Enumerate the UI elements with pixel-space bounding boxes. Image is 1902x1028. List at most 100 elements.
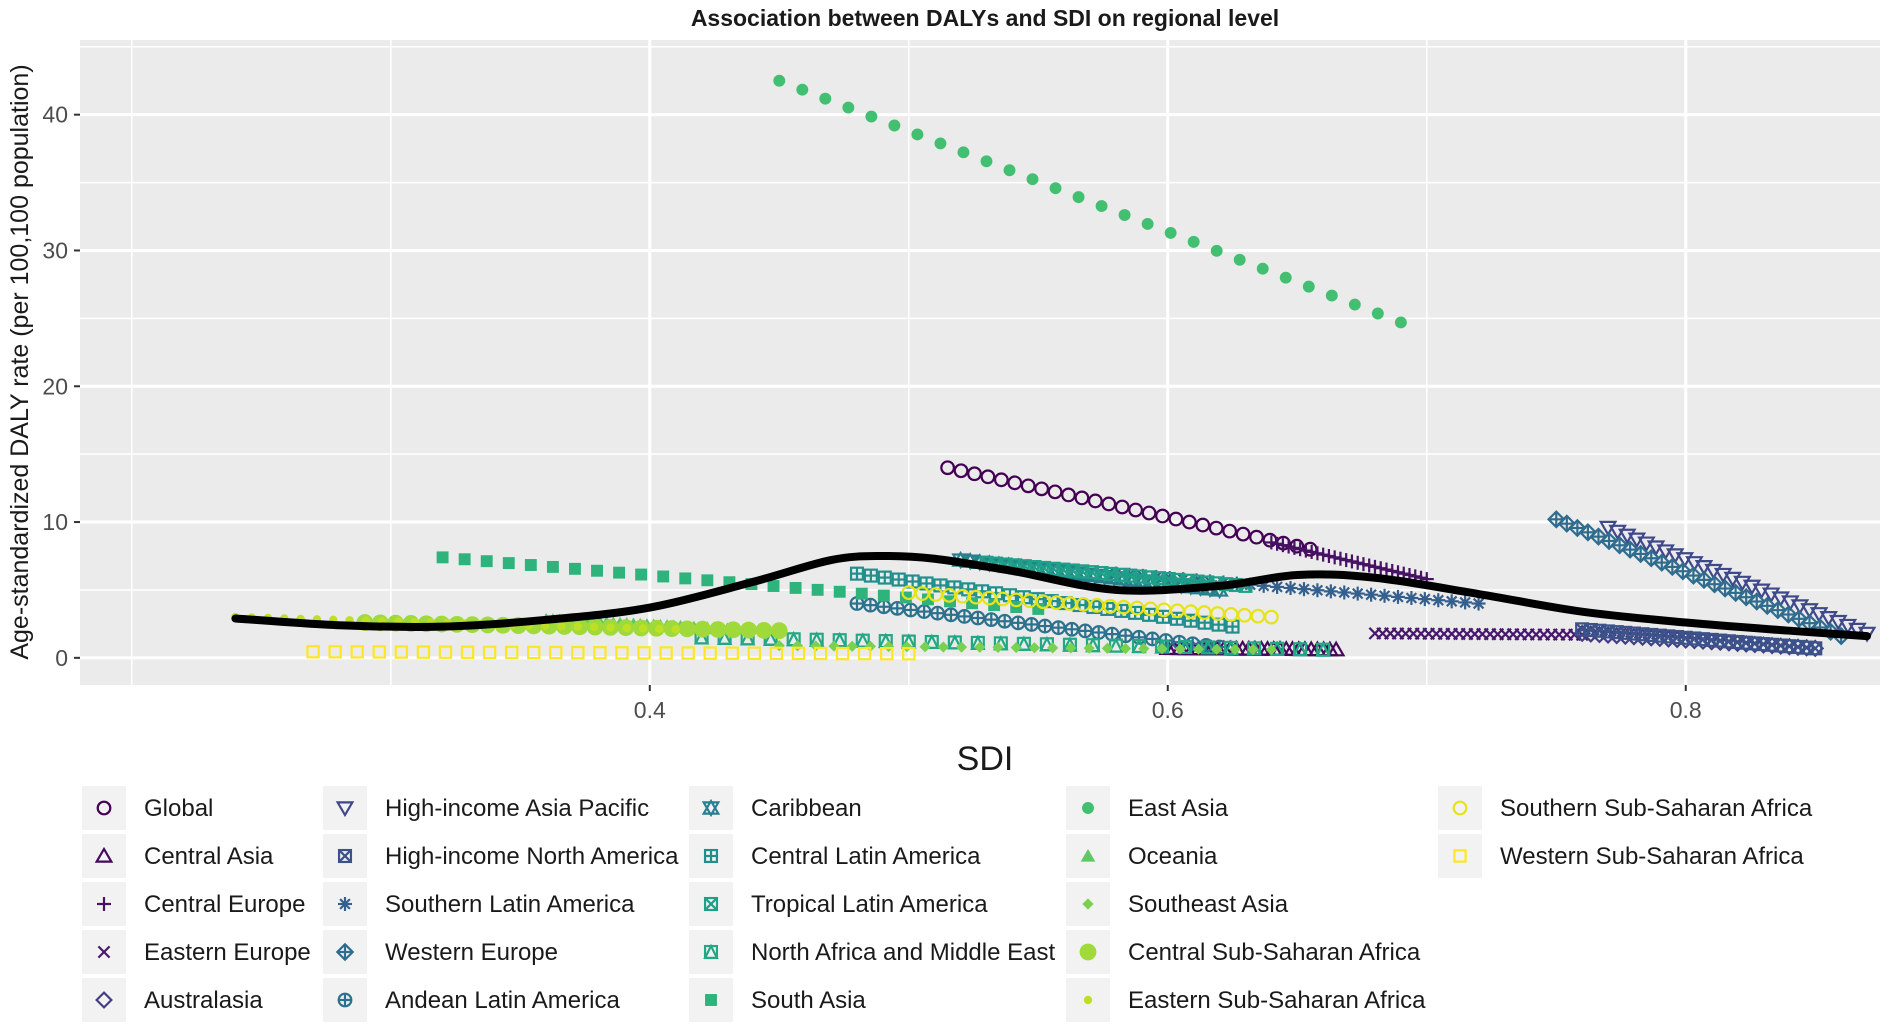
legend-marker [1079,943,1097,961]
data-point [1077,623,1093,639]
data-point [724,621,742,639]
legend-label: Western Europe [385,939,558,966]
data-point [1064,621,1080,637]
data-point [1279,271,1292,284]
legend-item: Central Europe [82,882,305,926]
data-point [482,645,497,660]
data-point [436,551,449,564]
data-point [1337,585,1352,600]
legend-item: Caribbean [689,786,862,830]
legend-key [1438,834,1482,878]
data-point [980,155,993,168]
data-point [1663,557,1682,577]
data-point [1377,588,1392,603]
data-point [1599,531,1619,551]
data-point [1323,584,1338,599]
legend-label: Southern Latin America [385,891,635,918]
legend-label: Tropical Latin America [751,891,988,918]
data-point [864,640,877,652]
data-point [701,574,714,587]
data-point [1010,615,1026,631]
data-point [1705,574,1724,594]
data-point [1779,605,1798,624]
data-point [1225,619,1240,634]
data-point [1208,520,1224,536]
data-point [1694,570,1714,590]
data-point [863,597,878,613]
data-point [1589,527,1608,546]
data-point [504,645,519,660]
legend-marker [705,994,717,1006]
legend-label: Central Europe [144,891,305,918]
legend-marker [335,801,355,818]
data-point [394,645,409,659]
legend-label: Australasia [144,987,263,1014]
data-point [725,646,739,660]
data-point [831,631,848,648]
data-point [796,83,809,96]
data-point [723,576,736,589]
legend-label: North Africa and Middle East [751,939,1055,966]
data-point [1141,505,1157,521]
data-point [557,621,566,631]
legend-label: Caribbean [751,795,862,822]
data-point [857,646,872,661]
legend-item: High-income North America [323,834,679,878]
data-point [1310,583,1325,598]
data-point [842,101,855,114]
data-point [888,119,901,132]
legend-label: Eastern Sub-Saharan Africa [1128,987,1426,1014]
data-point [1141,218,1154,230]
data-point [1364,587,1379,602]
data-point [1233,253,1246,266]
data-point [811,583,824,596]
data-point [1348,298,1361,311]
data-point [911,128,924,141]
data-point [622,623,631,633]
data-point [1095,200,1108,213]
legend-key [689,786,733,830]
legend-marker [337,848,353,864]
legend-marker [1453,849,1467,863]
data-point [1808,641,1823,656]
legend: Global Central Asia Central Europe Eastern … [82,786,1813,1022]
legend-key [1438,786,1482,830]
data-point [1547,510,1566,529]
data-point [855,587,868,600]
data-point [573,622,583,631]
legend-item: Global [82,786,213,830]
data-point [679,572,692,585]
legend-label: Western Sub-Saharan Africa [1500,843,1804,870]
data-point [1101,496,1117,512]
data-point [992,641,1004,654]
data-point [988,599,1001,612]
data-point [1051,620,1066,636]
data-points [231,74,1877,661]
data-point [1444,594,1459,609]
data-point [1169,611,1184,626]
y-tick-label: 20 [42,373,68,399]
data-point [1292,640,1308,657]
legend-label: High-income Asia Pacific [385,795,649,822]
legend-item: South Asia [689,978,866,1022]
data-point [1578,523,1598,542]
data-point [770,622,788,640]
data-point [1020,478,1036,494]
data-point [1074,490,1090,506]
y-axis-label: Age-standardized DALY rate (per 100,100 … [6,64,34,659]
data-point [1083,642,1095,654]
data-point [970,610,986,626]
data-point [372,645,386,659]
legend-marker [96,800,112,816]
legend-item: Eastern Europe [82,930,311,974]
x-tick-label: 0.8 [1670,697,1702,723]
data-point [1229,643,1241,655]
data-point [1156,643,1168,655]
legend-marker [1080,849,1096,862]
data-point [1037,618,1053,634]
data-point [789,581,802,594]
y-tick-label: 30 [42,237,68,263]
data-point [833,585,846,598]
data-point [755,621,773,639]
data-point [983,612,999,628]
